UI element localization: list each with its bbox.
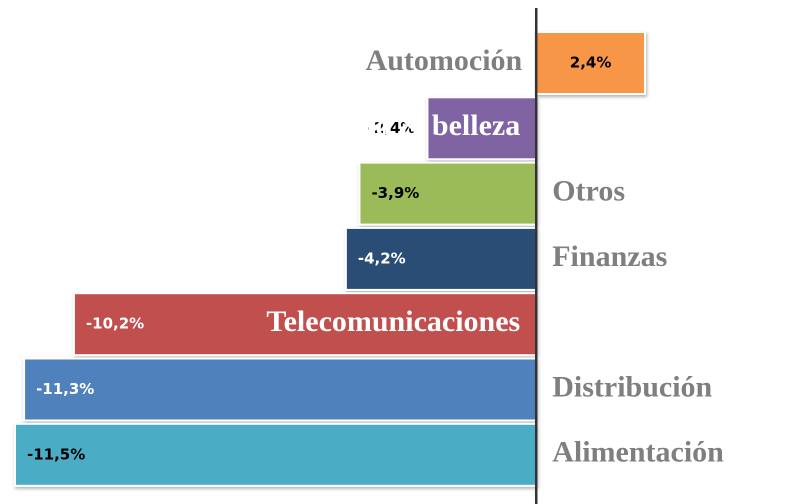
- value-label: -2,4%: [368, 119, 416, 137]
- value-label: -11,5%: [27, 445, 85, 463]
- value-label: -11,3%: [36, 380, 94, 398]
- bar: [72, 292, 538, 357]
- value-label: -10,2%: [86, 315, 144, 333]
- value-label: -4,2%: [358, 249, 406, 267]
- bar: [426, 96, 538, 161]
- category-label: Alimentación: [552, 436, 724, 469]
- category-label: Salud & belleza: [319, 109, 521, 142]
- category-label: Finanzas: [552, 240, 667, 273]
- category-label: Automoción: [366, 44, 523, 77]
- category-label: Telecomunicaciones: [266, 305, 520, 338]
- bar: [14, 422, 538, 487]
- value-label: -3,9%: [371, 184, 419, 202]
- category-label: Distribución: [552, 370, 712, 403]
- value-label: 2,4%: [570, 54, 612, 72]
- bar: [23, 357, 538, 422]
- category-label: Otros: [552, 174, 625, 207]
